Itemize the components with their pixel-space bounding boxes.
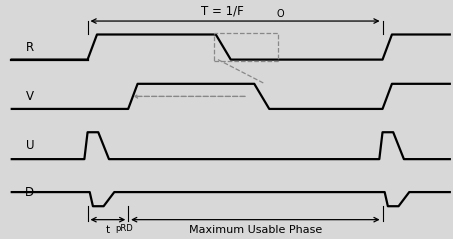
- Text: R: R: [26, 41, 34, 54]
- Text: O: O: [276, 9, 284, 19]
- Text: D: D: [25, 186, 34, 199]
- Text: T = 1/F: T = 1/F: [201, 4, 244, 17]
- Text: V: V: [26, 90, 34, 103]
- Bar: [214, 33, 278, 61]
- Text: Maximum Usable Phase: Maximum Usable Phase: [189, 225, 322, 235]
- Text: pRD: pRD: [115, 224, 133, 233]
- Text: U: U: [26, 139, 34, 152]
- Text: t: t: [106, 225, 110, 235]
